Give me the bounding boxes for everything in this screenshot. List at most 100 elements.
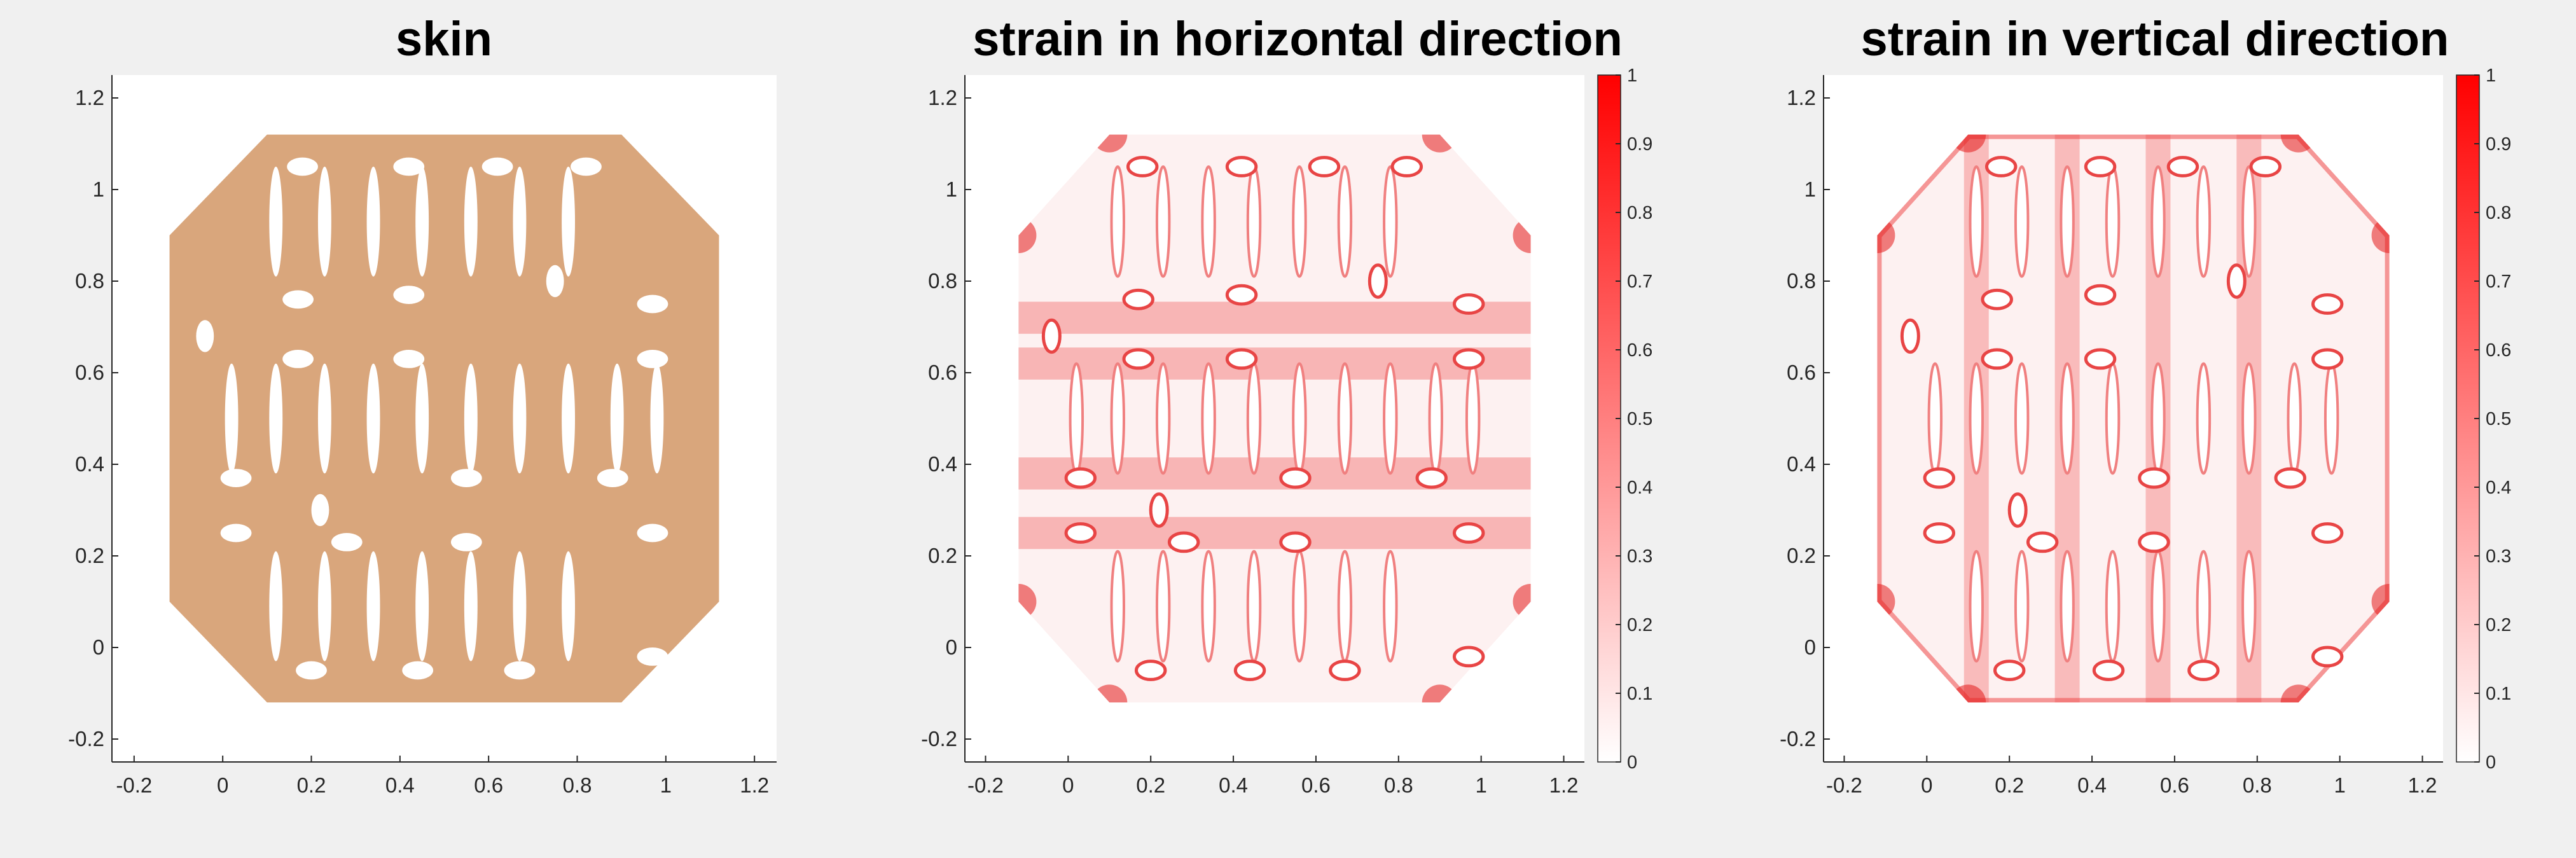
x-tick-label: 0.4	[2077, 773, 2107, 797]
slot-cutout	[464, 167, 478, 277]
slot-cutout	[2241, 362, 2257, 475]
slot-cutout	[2014, 362, 2030, 475]
title-vertical-strain: strain in vertical direction	[1861, 12, 2449, 66]
y-tick-label: 0	[1804, 635, 1816, 659]
slot-cutout	[1155, 362, 1171, 475]
axes-vertical-strain: -0.2 0 0.2 0.4 0.6 0.8 1 1.2 -0.2 0 0.2 0.4 0.6 0.8 1 1…	[1780, 75, 2443, 797]
slot-cutout	[269, 551, 283, 661]
hole-cutout	[1923, 467, 1956, 489]
hole-cutout	[1126, 156, 1159, 177]
colorbar-tick-label: 0.3	[1627, 546, 1652, 567]
x-tick-label: 1	[2334, 773, 2345, 797]
slot-cutout	[225, 363, 239, 474]
slot-cutout	[464, 363, 478, 474]
slot-cutout	[464, 551, 478, 661]
colorbar-tick-label: 0.5	[2486, 409, 2511, 429]
slot-cutout	[366, 551, 380, 661]
slot-cutout	[317, 551, 331, 661]
strain-hotspot	[2371, 584, 2390, 619]
hole-cutout	[402, 661, 434, 680]
slot-cutout	[269, 363, 283, 474]
slot-cutout	[317, 167, 331, 277]
hole-cutout	[1308, 156, 1341, 177]
sheet-body	[1877, 134, 2390, 703]
slot-cutout	[513, 167, 527, 277]
slot-cutout	[2150, 550, 2166, 663]
x-tick-label: 0.2	[297, 773, 326, 797]
title-skin: skin	[396, 12, 492, 66]
hole-cutout	[1279, 467, 1312, 489]
slot-cutout	[415, 363, 429, 474]
slot-cutout	[1201, 362, 1216, 475]
x-tick-label: 0	[1921, 773, 1932, 797]
slot-cutout	[1465, 362, 1481, 475]
hole-cutout	[2084, 156, 2117, 177]
slot-cutout	[1383, 165, 1398, 278]
y-tick-label: -0.2	[921, 727, 957, 751]
slot-cutout	[1110, 165, 1125, 278]
hole-cutout	[2007, 492, 2028, 528]
strain-hotspot	[1018, 218, 1037, 253]
slot-cutout	[2060, 362, 2075, 475]
strain-rim	[1877, 134, 2390, 703]
hole-cutout	[282, 350, 314, 368]
strain-hotspot	[1877, 584, 1895, 619]
y-tick-label: 1	[946, 177, 957, 201]
axes-skin: -0.2 0 0.2 0.4 0.6 0.8 1 1.2 -0.2 0 0.2 0.4 0.6 0.8 1 1…	[68, 75, 777, 797]
colorbar-tick-label: 0.6	[2486, 340, 2511, 361]
slot-cutout	[2241, 165, 2257, 278]
hole-cutout	[1390, 156, 1423, 177]
slot-cutout	[2150, 362, 2166, 475]
panel-horizontal-strain: strain in horizontal direction -0.2 0 0.2 0…	[921, 12, 1652, 797]
slot-cutout	[2014, 550, 2030, 663]
y-tick-label: 0.8	[1787, 269, 1816, 293]
x-tick-label: 1	[660, 773, 672, 797]
slot-cutout	[562, 363, 576, 474]
colorbar-tick-label: 0.7	[2486, 272, 2511, 292]
slot-cutout	[1246, 550, 1262, 663]
hole-cutout	[393, 157, 425, 176]
x-tick-label: 0.2	[1995, 773, 2024, 797]
strain-hotspot	[1513, 218, 1531, 253]
x-tick-label: 1.2	[2408, 773, 2437, 797]
hole-cutout	[1225, 348, 1258, 370]
hole-cutout	[1981, 288, 2013, 310]
x-tick-label: 0.6	[474, 773, 503, 797]
slot-cutout	[650, 363, 664, 474]
slot-cutout	[1292, 165, 1307, 278]
hole-cutout	[296, 661, 327, 680]
colorbar-ticks-horizontal-strain: 0 0.1 0.2 0.3 0.4 0.5 0.6 0.7 0.8 0.9 1	[1616, 66, 1652, 773]
colorbar-tick-label: 0.2	[1627, 615, 1652, 635]
slot-cutout	[2196, 362, 2212, 475]
hole-cutout	[1233, 660, 1266, 681]
slot-cutout	[2241, 550, 2257, 663]
y-tick-label: 0	[93, 635, 104, 659]
hole-cutout	[637, 647, 668, 666]
hole-cutout	[2311, 522, 2344, 544]
x-tick-label: 0.4	[1219, 773, 1248, 797]
slot-cutout	[415, 167, 429, 277]
hole-cutout	[2274, 467, 2306, 489]
hole-cutout	[1167, 531, 1200, 553]
slot-cutout	[1383, 550, 1398, 663]
hole-cutout	[311, 494, 329, 527]
hole-cutout	[1368, 263, 1388, 299]
colorbar-tick-label: 0.9	[2486, 134, 2511, 155]
colorbar-tick-label: 0.8	[1627, 203, 1652, 223]
hole-cutout	[2249, 156, 2282, 177]
hole-cutout	[282, 290, 314, 309]
hole-cutout	[393, 286, 425, 304]
slot-cutout	[1155, 165, 1171, 278]
slot-cutout	[2014, 165, 2030, 278]
y-tick-label: 0.4	[75, 452, 104, 476]
x-tick-label: 1	[1475, 773, 1486, 797]
colorbar-tick-label: 0.1	[2486, 684, 2511, 704]
hole-cutout	[450, 469, 482, 487]
hole-cutout	[637, 350, 668, 368]
strain-band	[1018, 516, 1531, 550]
slot-cutout	[513, 551, 527, 661]
sheet-body	[169, 134, 719, 703]
hole-cutout	[597, 469, 628, 487]
strain-band	[1018, 347, 1531, 380]
colorbar-tick-label: 0.4	[2486, 478, 2511, 498]
